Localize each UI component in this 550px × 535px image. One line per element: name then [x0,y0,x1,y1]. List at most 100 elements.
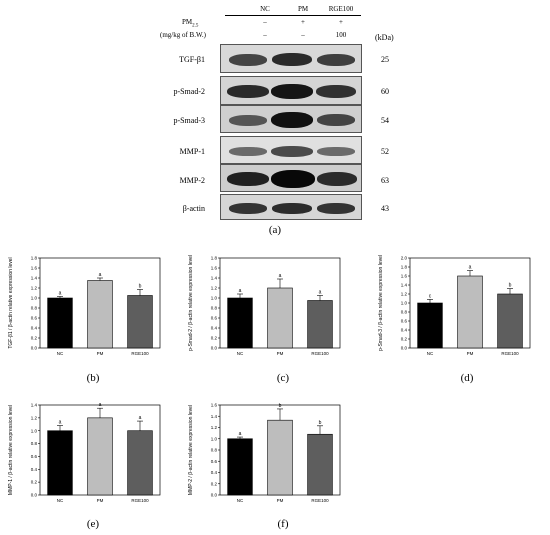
treatment-label-pm25: PM2.5 [182,18,199,29]
y-tick-label: 1.4 [31,276,38,281]
x-tick-label: PM [277,498,284,503]
blot-strip-mmp2 [220,164,362,192]
significance-letter: b [509,283,512,289]
blot-strip-mmp1 [220,136,362,164]
x-tick-label: NC [237,498,244,503]
y-tick-label: 1.0 [31,296,38,301]
treatment-value: – [301,31,305,39]
significance-letter: a [99,402,102,408]
bar-pm [267,419,293,496]
y-tick-label: 0.0 [31,346,38,351]
y-tick-label: 0.8 [401,310,408,315]
y-axis-label: MMP-1 / β-actin relative expression leve… [8,405,14,495]
y-tick-label: 1.4 [401,283,408,288]
bar-rge100 [127,295,153,349]
blot-strip-psmad3 [220,105,362,133]
treatment-value: – [263,18,267,26]
bar-nc [227,438,253,496]
y-tick-label: 0.4 [31,467,38,472]
y-tick-label: 1.0 [211,296,218,301]
significance-letter: a [59,420,62,426]
y-tick-label: 0.6 [211,316,218,321]
significance-letter: a [99,272,102,278]
header-divider [225,15,361,16]
y-tick-label: 0.6 [211,459,218,464]
protein-label: p-Smad-2 [173,87,205,96]
significance-letter: a [59,291,62,297]
y-tick-label: 0.4 [211,470,218,475]
bar-pm [267,287,293,349]
panel-caption-c: (c) [276,372,290,384]
y-tick-label: 0.8 [211,448,218,453]
y-axis-label: p-Smad-2 / β-actin relative expression l… [188,255,194,351]
y-tick-label: 0.6 [401,319,408,324]
panel-caption-e: (e) [86,518,100,530]
y-tick-label: 1.2 [401,292,408,297]
y-tick-label: 1.8 [31,256,38,261]
y-axis-label: TGF-β1 / β-actin relative expression lev… [8,257,14,348]
treatment-label-dose: (mg/kg of B.W.) [160,31,207,39]
bar-nc [417,302,443,349]
blot-strip-tgfb1 [220,44,362,73]
group-label-nc: NC [260,5,270,13]
x-tick-label: RGE100 [311,498,329,503]
y-tick-label: 0.8 [31,441,38,446]
treatment-value: – [263,31,267,39]
protein-label: p-Smad-3 [173,116,205,125]
y-tick-label: 0.8 [31,306,38,311]
y-tick-label: 0.8 [211,306,218,311]
y-tick-label: 1.4 [211,414,218,419]
y-tick-label: 1.4 [31,403,38,408]
x-tick-label: PM [277,351,284,356]
treatment-value: + [339,18,343,26]
significance-letter: a [139,415,142,421]
kda-value: 43 [381,204,389,213]
y-tick-label: 1.4 [211,276,218,281]
protein-label: β-actin [182,204,205,213]
x-tick-label: PM [97,498,104,503]
significance-letter: a [239,431,242,437]
y-tick-label: 1.6 [401,274,408,279]
bar-pm [87,417,113,496]
blot-strip-beta-actin [220,194,362,220]
y-tick-label: 0.2 [31,480,38,485]
y-tick-label: 0.6 [31,454,38,459]
x-tick-label: PM [467,351,474,356]
y-tick-label: 0.2 [31,336,38,341]
x-tick-label: NC [427,351,434,356]
kda-value: 52 [381,147,389,156]
bar-rge100 [307,300,333,349]
bar-pm [457,275,483,349]
bar-nc [47,297,73,349]
y-tick-label: 1.2 [31,415,38,420]
y-tick-label: 1.0 [31,428,38,433]
bar-chart-tgfb1: TGF-β1 / β-actin relative expression lev… [8,256,161,356]
significance-letter: a [279,273,282,279]
y-tick-label: 0.2 [401,337,408,342]
y-tick-label: 0.4 [31,326,38,331]
x-tick-label: NC [57,351,64,356]
bar-chart-psmad3: p-Smad-3 / β-actin relative expression l… [378,255,531,356]
bar-chart-psmad2: p-Smad-2 / β-actin relative expression l… [188,255,341,356]
y-tick-label: 0.4 [211,326,218,331]
y-tick-label: 0.2 [211,481,218,486]
y-tick-label: 1.2 [211,425,218,430]
y-tick-label: 0.0 [211,493,218,498]
bar-rge100 [127,430,153,496]
x-tick-label: RGE100 [311,351,329,356]
treatment-value: + [301,18,305,26]
group-label-pm: PM [297,5,309,13]
protein-label: MMP-2 [179,176,205,185]
bar-nc [47,430,73,496]
y-tick-label: 1.2 [211,286,218,291]
significance-letter: b [279,403,282,409]
bar-rge100 [497,293,523,349]
protein-label: TGF-β1 [179,55,205,64]
y-tick-label: 1.0 [401,301,408,306]
y-tick-label: 0.6 [31,316,38,321]
y-tick-label: 0.2 [211,336,218,341]
protein-label: MMP-1 [179,147,205,156]
y-tick-label: 0.0 [401,346,408,351]
group-label-rge100: RGE100 [328,5,354,13]
x-tick-label: NC [57,498,64,503]
